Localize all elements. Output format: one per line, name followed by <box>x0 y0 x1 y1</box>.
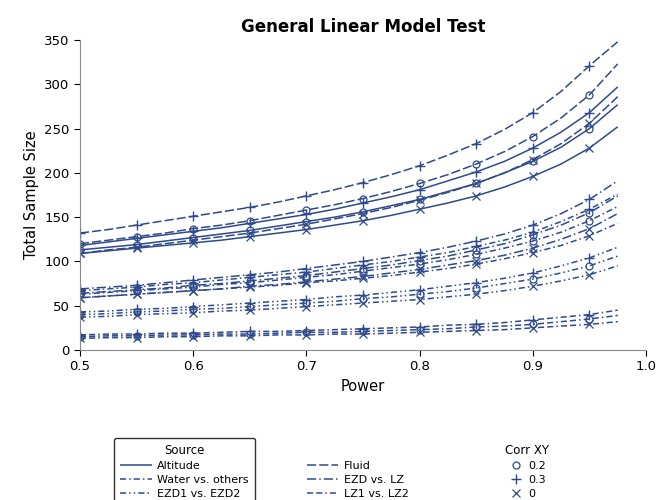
Title: General Linear Model Test: General Linear Model Test <box>240 18 486 36</box>
Y-axis label: Total Sample Size: Total Sample Size <box>23 130 39 260</box>
Legend: 0.2, 0.3, 0: 0.2, 0.3, 0 <box>499 438 556 500</box>
X-axis label: Power: Power <box>341 379 385 394</box>
